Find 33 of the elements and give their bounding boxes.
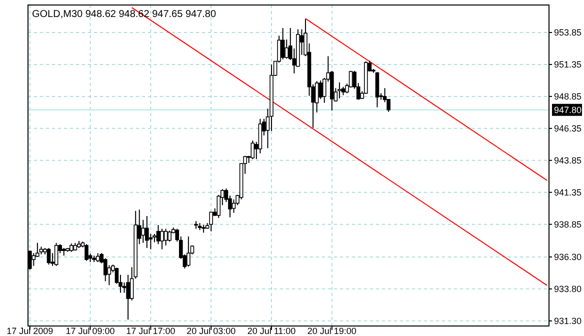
x-tick-label: 17 Jul 17:00: [126, 326, 176, 336]
candlestick: [186, 236, 190, 268]
x-tick-label: 17 Jul 09:00: [66, 326, 115, 336]
x-tick-label: 20 Jul 11:00: [247, 326, 296, 336]
candlestick: [168, 230, 172, 242]
candlestick: [54, 242, 58, 266]
ref-line-label: 947.80: [554, 105, 582, 116]
y-tick-label: 953.85: [554, 28, 582, 38]
candlestick: [145, 216, 149, 248]
candlestick: [160, 228, 164, 250]
y-tick-label: 943.85: [554, 156, 582, 166]
y-tick-label: 936.30: [554, 252, 582, 262]
y-tick-label: 951.35: [554, 60, 582, 70]
y-tick-label: 938.85: [554, 219, 582, 230]
y-tick-label: 941.35: [554, 188, 582, 198]
y-tick-label: 946.35: [554, 124, 582, 134]
candlestick: [280, 28, 285, 60]
candlestick: [46, 247, 51, 266]
candlestick: [338, 82, 342, 99]
candlestick: [164, 228, 168, 246]
y-tick-label: 933.80: [554, 284, 582, 294]
candlestick: [209, 212, 214, 232]
candlestick: [126, 274, 130, 320]
x-tick-label: 20 Jul 03:00: [186, 326, 236, 336]
candlestick: [141, 219, 146, 244]
candlestick: [84, 244, 88, 262]
candlestick: [284, 39, 289, 60]
x-tick-label: 20 Jul 19:00: [307, 326, 356, 336]
candlestick: [318, 80, 322, 100]
y-tick-label: 948.85: [554, 92, 582, 102]
y-tick-label: 931.30: [554, 316, 582, 326]
candlestick: [250, 140, 255, 160]
candlestick: [156, 224, 160, 245]
